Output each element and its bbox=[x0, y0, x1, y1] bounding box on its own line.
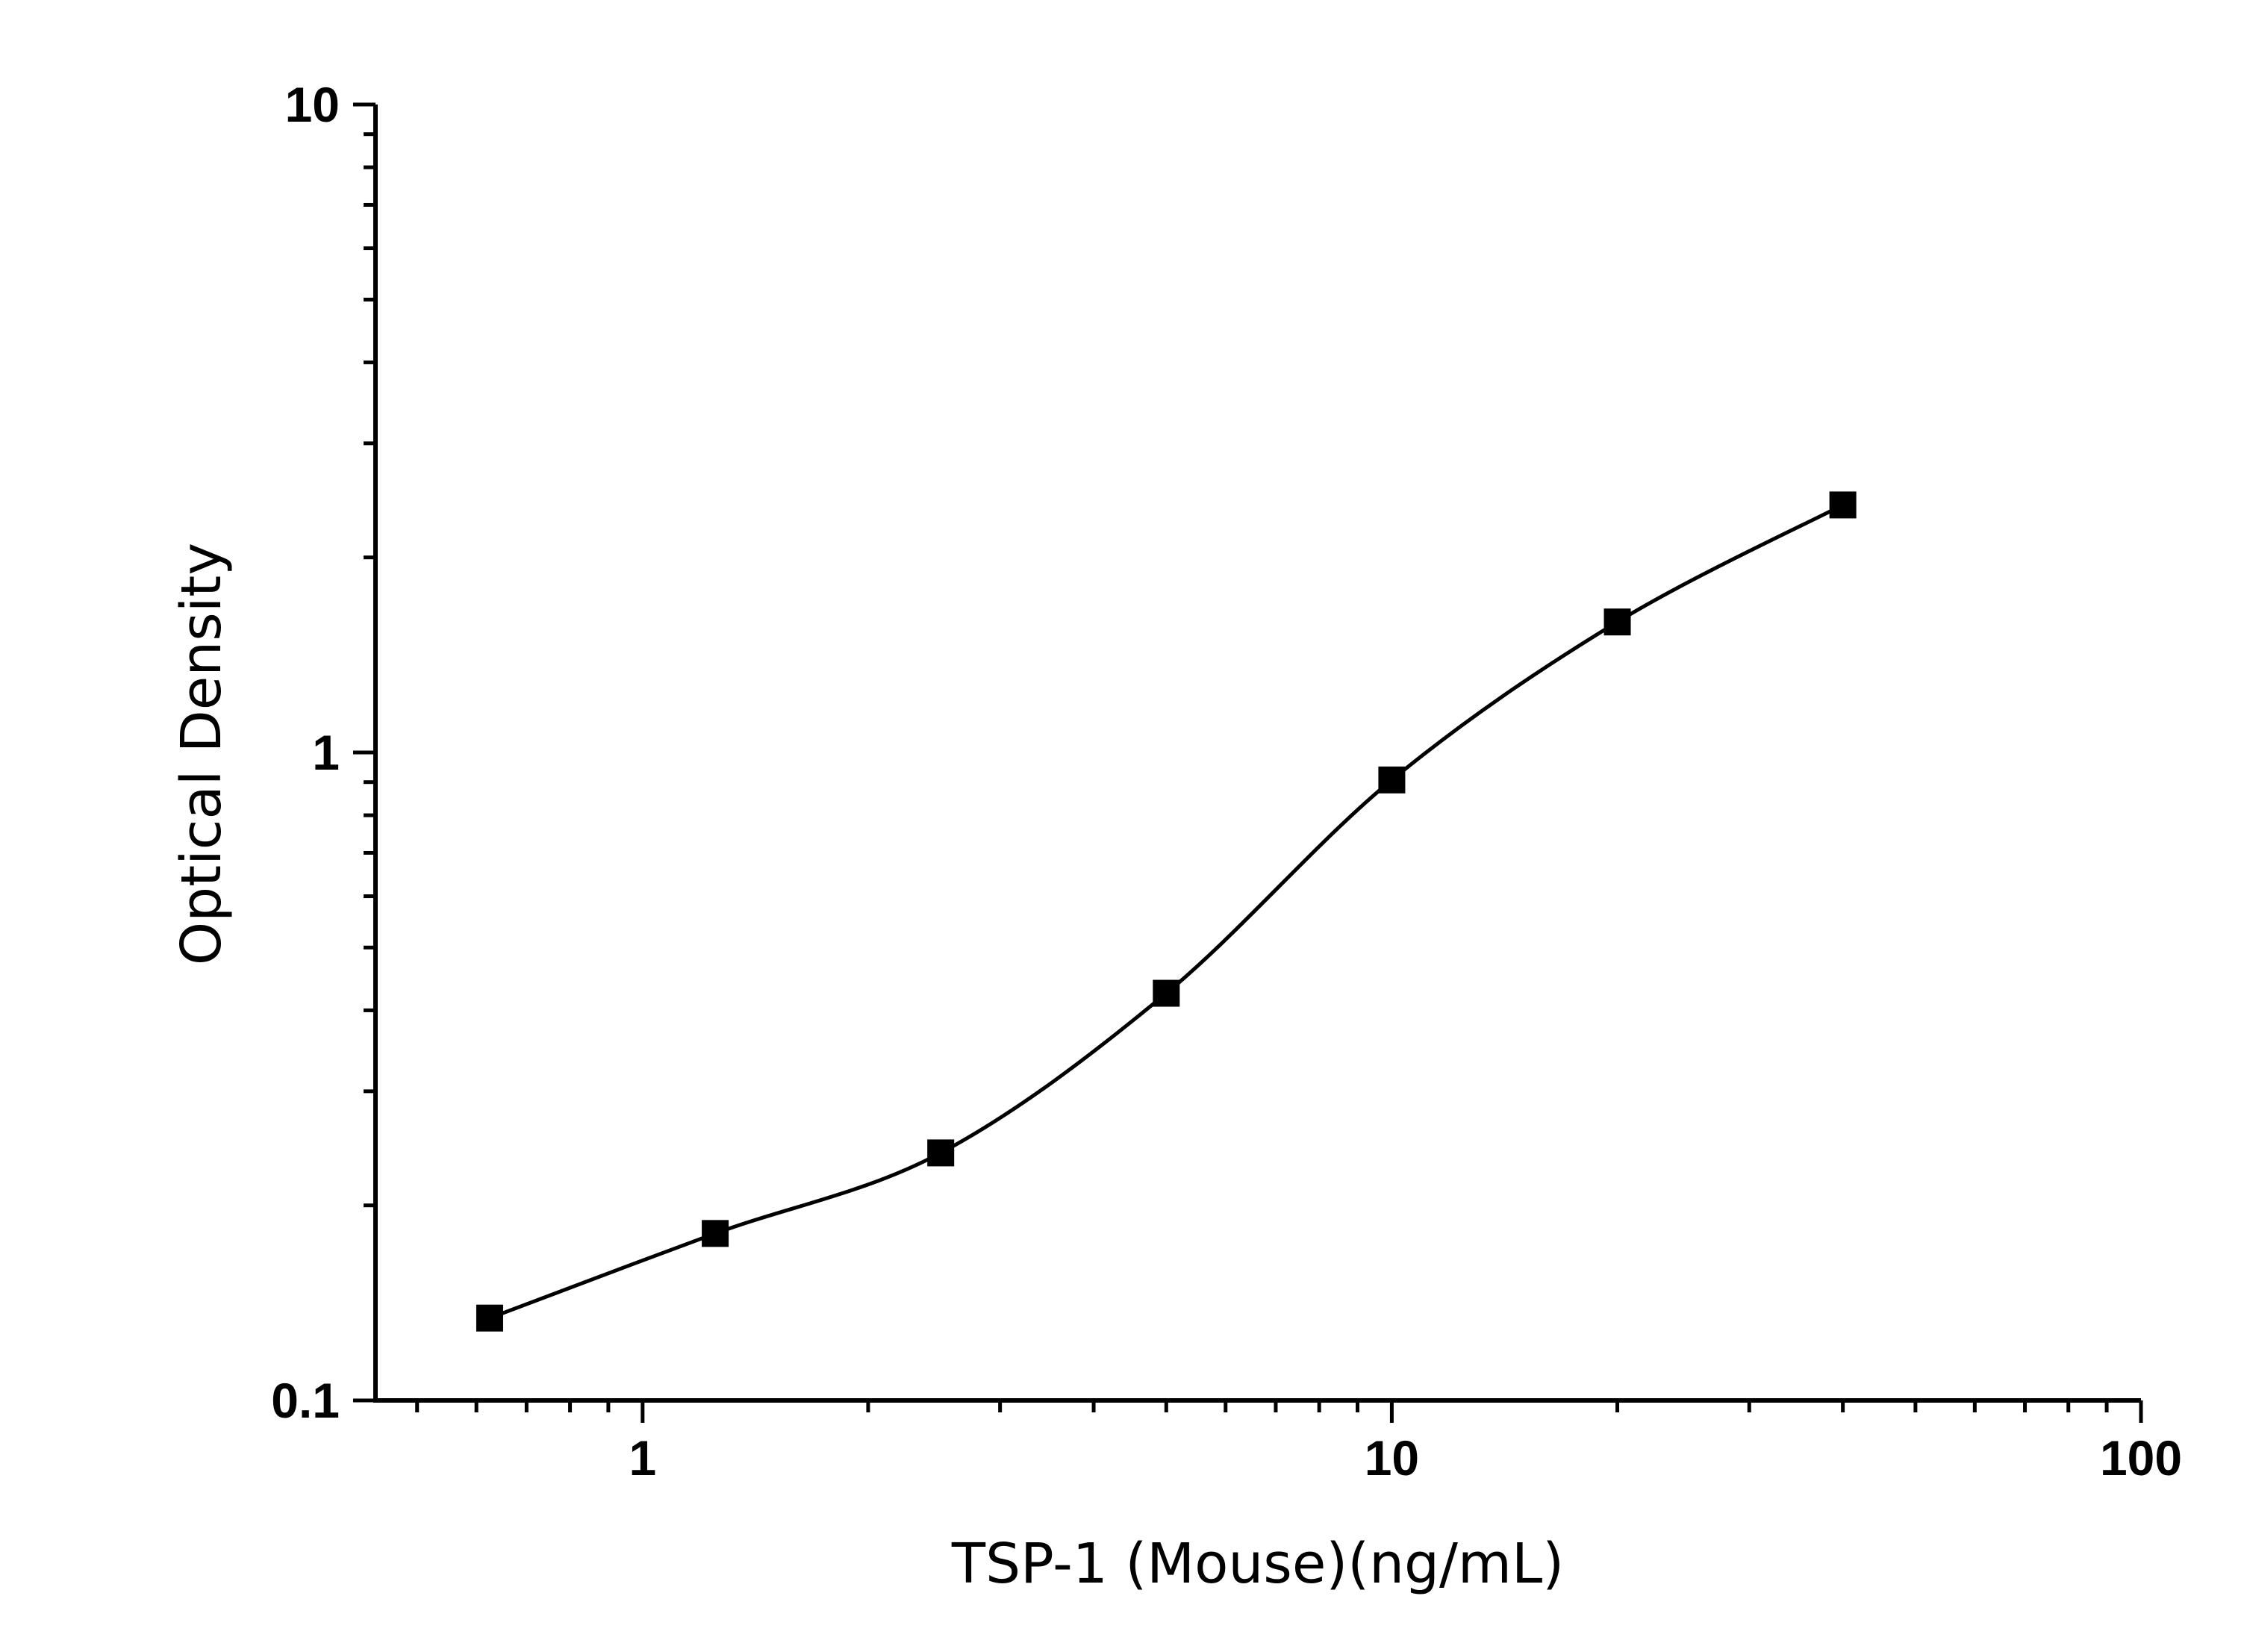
data-point bbox=[702, 1220, 729, 1247]
data-point bbox=[927, 1139, 955, 1167]
data-point bbox=[476, 1304, 503, 1332]
data-points bbox=[476, 491, 1857, 1332]
x-tick-label: 1 bbox=[629, 1430, 656, 1486]
data-point bbox=[1829, 491, 1857, 519]
ticks bbox=[353, 102, 2143, 1423]
x-tick-label: 100 bbox=[2100, 1430, 2182, 1486]
data-point bbox=[1603, 608, 1631, 636]
y-tick-label: 1 bbox=[312, 725, 340, 780]
x-axis-title: TSP-1 (Mouse)(ng/mL) bbox=[951, 1532, 1564, 1596]
y-tick-label: 0.1 bbox=[271, 1373, 340, 1428]
y-axis-title: Optical Density bbox=[169, 543, 234, 965]
y-tick-label: 10 bbox=[285, 77, 340, 132]
data-point bbox=[1378, 766, 1406, 794]
fit-curve bbox=[489, 503, 1844, 1321]
x-tick-label: 10 bbox=[1365, 1430, 1419, 1486]
data-point bbox=[1153, 979, 1180, 1007]
axes bbox=[373, 105, 2141, 1403]
tick-labels: 1 10 100 0.1 1 10 bbox=[271, 77, 2182, 1486]
